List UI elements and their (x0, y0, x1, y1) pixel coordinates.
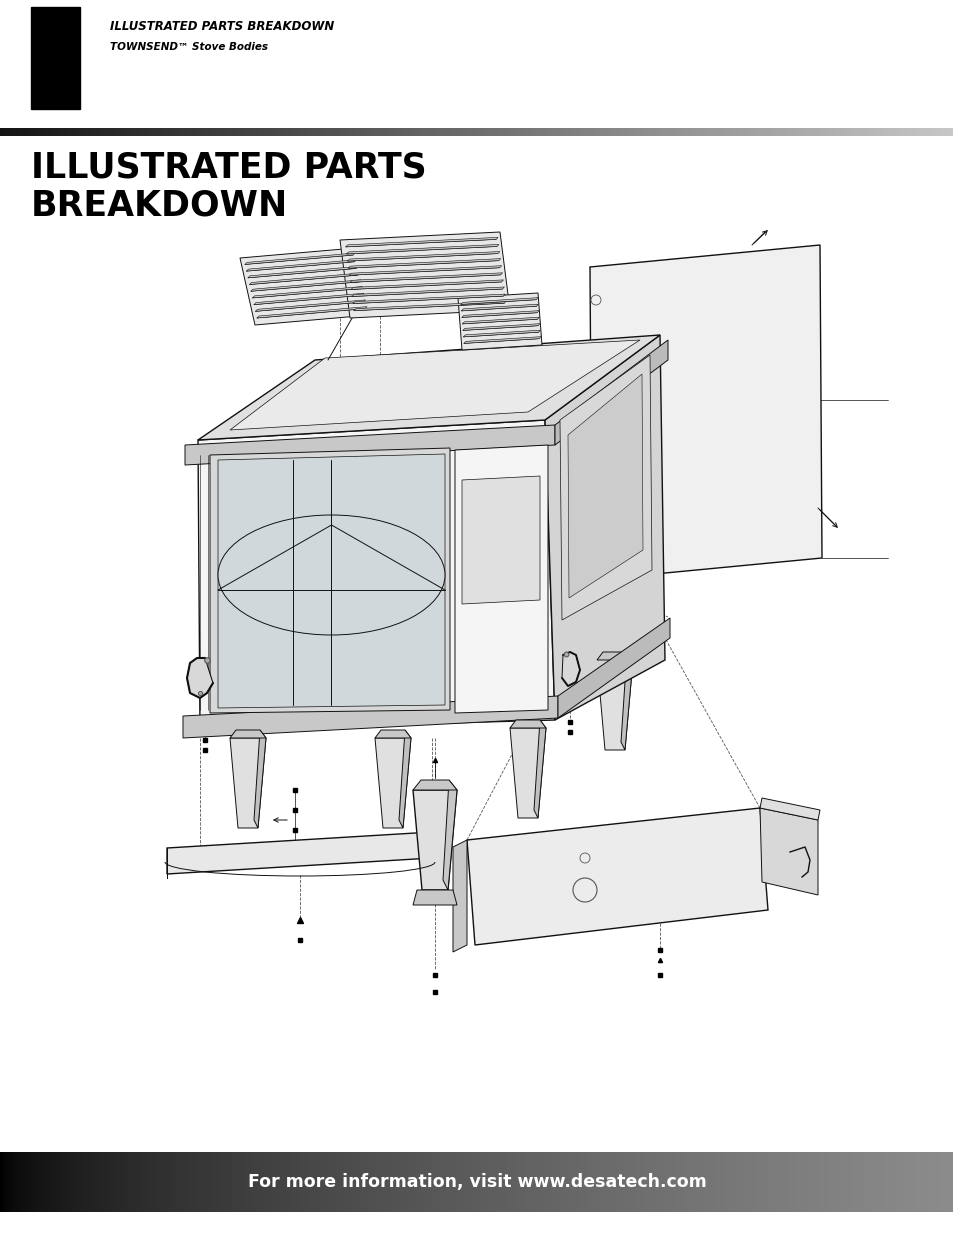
Polygon shape (463, 337, 540, 343)
Polygon shape (230, 730, 266, 739)
Polygon shape (457, 293, 541, 350)
Polygon shape (544, 335, 664, 720)
Polygon shape (354, 301, 506, 311)
Polygon shape (760, 798, 820, 820)
Polygon shape (251, 280, 360, 291)
Polygon shape (167, 832, 432, 874)
Polygon shape (240, 248, 370, 325)
Polygon shape (620, 652, 633, 750)
Polygon shape (249, 273, 359, 284)
Polygon shape (413, 790, 456, 890)
Polygon shape (218, 454, 444, 708)
Polygon shape (462, 317, 539, 324)
Polygon shape (352, 287, 504, 296)
Polygon shape (253, 730, 266, 827)
Polygon shape (597, 652, 633, 659)
Polygon shape (534, 720, 545, 818)
Polygon shape (461, 304, 538, 311)
Polygon shape (760, 808, 817, 895)
Polygon shape (230, 340, 639, 430)
Polygon shape (347, 252, 499, 261)
Polygon shape (210, 448, 450, 713)
Polygon shape (248, 267, 357, 278)
Polygon shape (198, 335, 659, 440)
Polygon shape (398, 730, 411, 827)
Text: For more information, visit www.desatech.com: For more information, visit www.desatech… (248, 1173, 705, 1191)
Ellipse shape (218, 515, 444, 635)
Polygon shape (187, 658, 213, 698)
Polygon shape (510, 720, 545, 727)
Polygon shape (555, 340, 667, 445)
Polygon shape (253, 287, 362, 298)
Polygon shape (460, 298, 537, 304)
Text: TOWNSEND™ Stove Bodies: TOWNSEND™ Stove Bodies (110, 42, 268, 52)
Polygon shape (567, 374, 642, 598)
Polygon shape (442, 781, 456, 890)
Polygon shape (246, 259, 356, 272)
Bar (30, 7, 80, 109)
Polygon shape (463, 330, 540, 337)
Polygon shape (461, 475, 539, 604)
Polygon shape (353, 294, 505, 304)
Polygon shape (510, 727, 545, 818)
Polygon shape (558, 618, 669, 718)
Polygon shape (461, 311, 538, 317)
Polygon shape (561, 652, 579, 685)
Polygon shape (253, 293, 364, 305)
Polygon shape (183, 697, 558, 739)
Text: BREAKDOWN: BREAKDOWN (30, 189, 288, 224)
Polygon shape (467, 808, 767, 945)
Polygon shape (185, 425, 555, 466)
Polygon shape (597, 659, 633, 750)
Polygon shape (245, 253, 355, 264)
Polygon shape (339, 232, 510, 317)
Polygon shape (255, 300, 365, 311)
Polygon shape (375, 739, 411, 827)
Polygon shape (346, 245, 498, 254)
Polygon shape (413, 890, 456, 905)
Polygon shape (462, 324, 539, 330)
Polygon shape (559, 354, 651, 620)
Text: ILLUSTRATED PARTS: ILLUSTRATED PARTS (30, 151, 426, 185)
Polygon shape (198, 420, 555, 730)
Polygon shape (453, 840, 467, 952)
Polygon shape (348, 258, 500, 268)
Polygon shape (589, 245, 821, 580)
Text: ILLUSTRATED PARTS BREAKDOWN: ILLUSTRATED PARTS BREAKDOWN (110, 20, 334, 33)
Polygon shape (455, 445, 547, 713)
Polygon shape (375, 730, 411, 739)
Polygon shape (230, 739, 266, 827)
Polygon shape (351, 280, 503, 289)
Polygon shape (345, 237, 497, 247)
Polygon shape (349, 266, 501, 275)
Polygon shape (256, 306, 367, 317)
Polygon shape (350, 273, 502, 283)
Polygon shape (413, 781, 456, 790)
